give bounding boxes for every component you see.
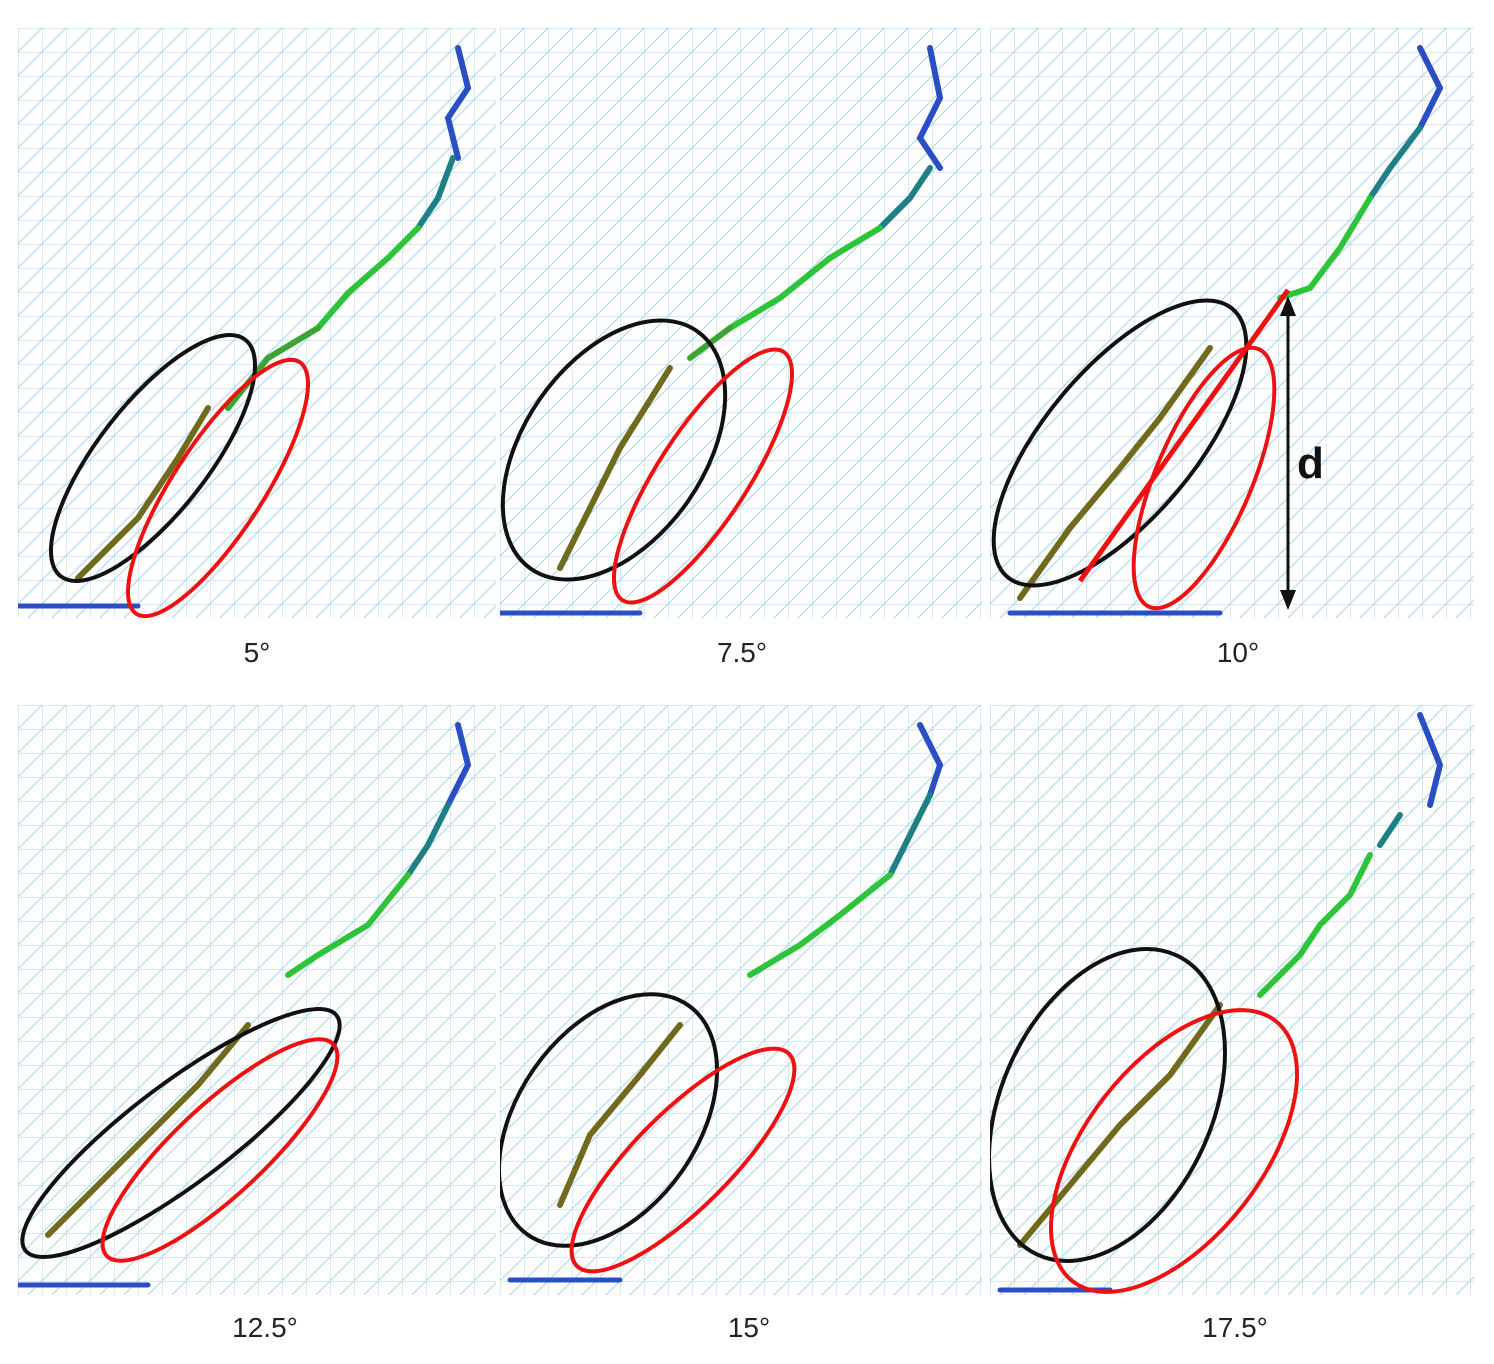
crack-path: [18, 722, 472, 1288]
crack-path: [507, 722, 944, 1283]
fe-mesh: [990, 705, 1474, 1295]
red-ellipse: [126, 357, 310, 618]
black-ellipse: [991, 298, 1249, 588]
black-ellipse: [500, 992, 720, 1248]
fe-mesh: [18, 705, 496, 1295]
panel-5deg: [18, 28, 496, 618]
crack-path: [18, 45, 472, 609]
red-ellipse: [100, 1037, 340, 1263]
fe-mesh: [990, 28, 1474, 618]
mesh-panel-7-5deg: [500, 28, 982, 618]
red-ellipse: [1049, 1008, 1299, 1294]
panel-label-5deg: 5°: [243, 637, 271, 668]
panel-15deg: [500, 705, 982, 1295]
black-ellipse: [20, 1007, 342, 1259]
red-ellipse: [1131, 345, 1277, 611]
panel-label-12-5deg: 12.5°: [232, 1312, 298, 1343]
fe-mesh: [500, 705, 982, 1295]
panel-12-5deg: [18, 705, 496, 1295]
panel-label-17-5deg: 17.5°: [1202, 1312, 1268, 1343]
panel-label-10deg: 10°: [1216, 637, 1260, 668]
black-ellipse: [48, 333, 258, 583]
panel-17-5deg: [990, 705, 1474, 1295]
fe-mesh: [18, 28, 496, 618]
crack-angle-line: [1077, 288, 1291, 583]
distance-arrow: [1280, 296, 1296, 610]
panel-label-7-5deg: 7.5°: [716, 637, 768, 668]
red-ellipse: [611, 347, 795, 605]
mesh-panel-5deg: [18, 28, 496, 618]
mesh-panel-12-5deg: [18, 705, 496, 1295]
crack-path: [500, 45, 944, 616]
panel-7-5deg: [500, 28, 982, 618]
mesh-panel-17-5deg: [990, 705, 1474, 1295]
black-ellipse: [990, 947, 1227, 1263]
distance-label: d: [1297, 439, 1324, 488]
panel-label-15deg: 15°: [727, 1312, 771, 1343]
red-ellipse: [569, 1046, 797, 1274]
crack-path: [1007, 45, 1444, 616]
mesh-panel-10deg: d: [990, 28, 1474, 618]
panel-10deg: d: [990, 28, 1474, 618]
mesh-panel-15deg: [500, 705, 982, 1295]
black-ellipse: [500, 318, 728, 582]
